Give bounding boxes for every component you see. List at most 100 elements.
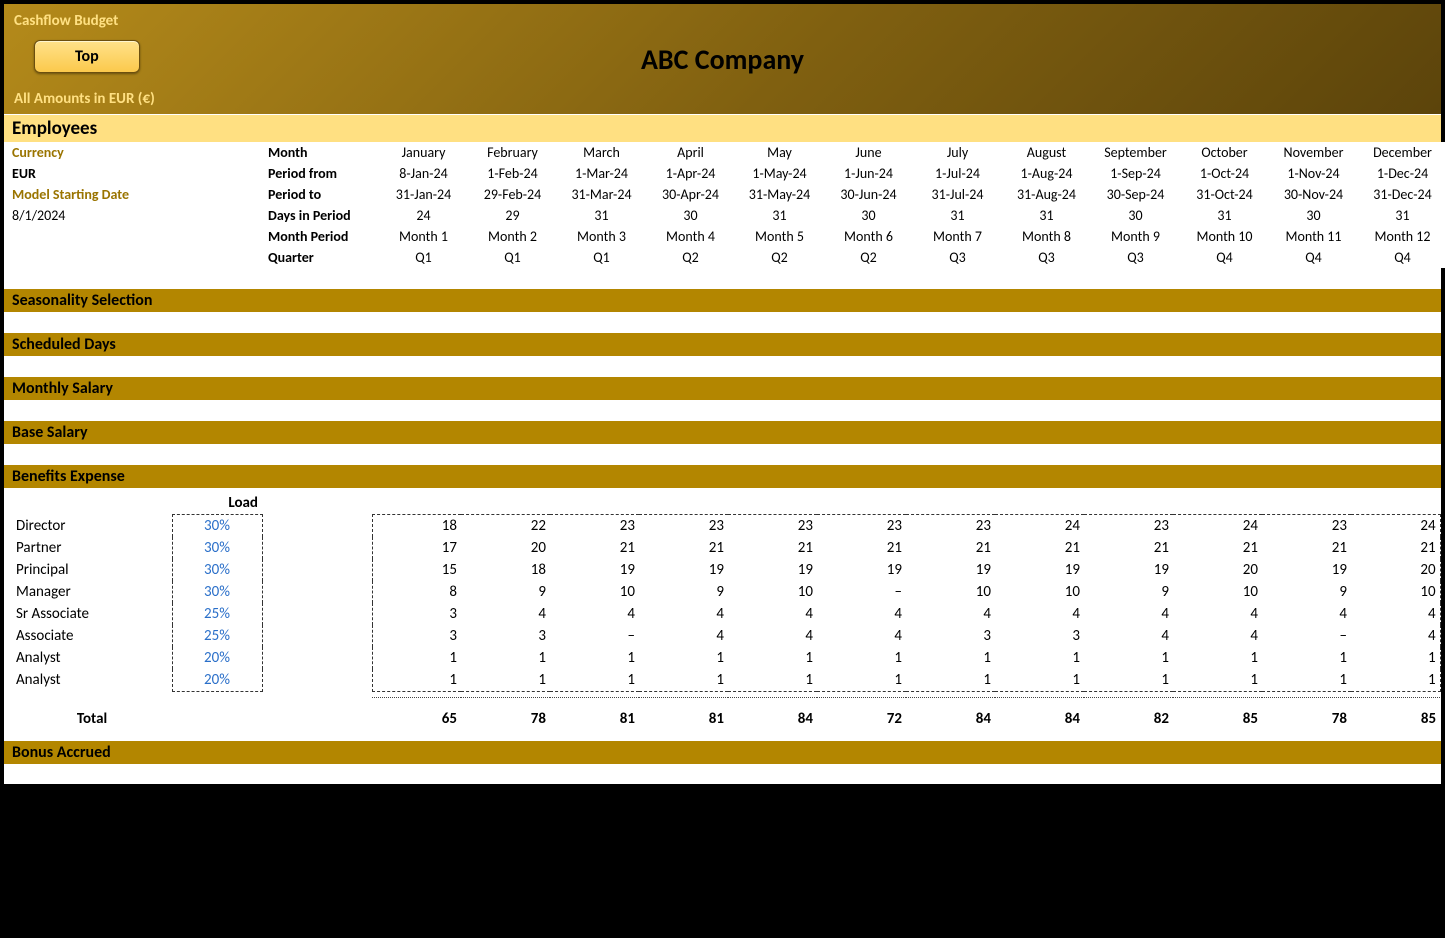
label-period-from: Period from [264,163,379,184]
benefit-value: 3 [372,603,461,625]
benefit-value: 21 [1262,537,1351,559]
quarter-val: Q2 [646,247,735,268]
benefit-value: 1 [461,647,550,669]
month-name: October [1180,142,1269,163]
load-value[interactable]: 20% [172,669,262,692]
benefit-value: 23 [906,515,995,538]
period-to: 29-Feb-24 [468,184,557,205]
benefit-value: 20 [1351,559,1440,581]
month-period: Month 10 [1180,226,1269,247]
section-bonus-accrued[interactable]: Bonus Accrued [4,740,1441,764]
load-value[interactable]: 25% [172,625,262,647]
benefit-value: 8 [372,581,461,603]
role-name: Analyst [12,669,172,692]
model-start-value: 8/1/2024 [4,205,164,226]
load-value[interactable]: 20% [172,647,262,669]
benefit-value: 1 [906,669,995,692]
month-period: Month 1 [379,226,468,247]
period-from: 1-Nov-24 [1269,163,1358,184]
benefit-value: 4 [1173,625,1262,647]
benefit-value: 1 [1084,647,1173,669]
quarter-val: Q2 [824,247,913,268]
month-name: June [824,142,913,163]
benefit-value: 4 [1084,603,1173,625]
days-val: 30 [824,205,913,226]
benefit-value: 20 [461,537,550,559]
benefit-value: 10 [550,581,639,603]
benefit-value: 10 [1173,581,1262,603]
benefit-value: 21 [1084,537,1173,559]
month-name: September [1091,142,1180,163]
month-name: January [379,142,468,163]
benefit-value: 1 [817,647,906,669]
benefit-value: 9 [1084,581,1173,603]
benefit-value: 1 [728,647,817,669]
days-val: 31 [1180,205,1269,226]
period-to: 31-Dec-24 [1358,184,1445,205]
load-value[interactable]: 30% [172,537,262,559]
period-to: 31-Jul-24 [913,184,1002,205]
benefit-value: 23 [1084,515,1173,538]
total-val: 81 [639,698,728,731]
benefit-value: 1 [1262,647,1351,669]
period-from: 8-Jan-24 [379,163,468,184]
days-val: 30 [1091,205,1180,226]
total-val: 84 [995,698,1084,731]
load-value[interactable]: 30% [172,559,262,581]
benefit-value: 1 [550,647,639,669]
benefit-value: 19 [550,559,639,581]
role-name: Analyst [12,647,172,669]
benefit-value: 1 [817,669,906,692]
benefit-value: 21 [1173,537,1262,559]
benefit-value: 19 [1262,559,1351,581]
benefit-value: 4 [728,603,817,625]
benefit-value: 21 [906,537,995,559]
benefit-value: 10 [906,581,995,603]
load-value[interactable]: 30% [172,515,262,538]
section-benefits-expense[interactable]: Benefits Expense [4,464,1441,488]
quarter-val: Q4 [1180,247,1269,268]
total-val: 82 [1084,698,1173,731]
benefit-value: 9 [639,581,728,603]
benefit-value: 4 [817,603,906,625]
benefit-value: 1 [906,647,995,669]
section-base-salary[interactable]: Base Salary [4,420,1441,444]
section-scheduled-days[interactable]: Scheduled Days [4,332,1441,356]
benefit-value: 1 [1173,647,1262,669]
period-to: 31-May-24 [735,184,824,205]
benefit-value: 19 [639,559,728,581]
quarter-val: Q4 [1358,247,1445,268]
period-to: 31-Oct-24 [1180,184,1269,205]
benefit-value: – [1262,625,1351,647]
benefit-value: 4 [1351,603,1440,625]
benefit-value: 4 [550,603,639,625]
breadcrumb: Cashflow Budget [14,12,1431,30]
quarter-val: Q3 [1091,247,1180,268]
load-value[interactable]: 25% [172,603,262,625]
benefit-value: 10 [1351,581,1440,603]
benefits-area: Load Director30%182223232323232423242324… [4,488,1441,740]
role-name: Principal [12,559,172,581]
month-name: November [1269,142,1358,163]
month-name: August [1002,142,1091,163]
period-from: 1-Jul-24 [913,163,1002,184]
month-period: Month 9 [1091,226,1180,247]
benefit-value: 19 [728,559,817,581]
benefit-value: 18 [372,515,461,538]
label-period-to: Period to [264,184,379,205]
section-monthly-salary[interactable]: Monthly Salary [4,376,1441,400]
section-seasonality[interactable]: Seasonality Selection [4,288,1441,312]
period-to: 30-Nov-24 [1269,184,1358,205]
total-val: 78 [461,698,550,731]
total-val: 65 [372,698,461,731]
benefit-value: 24 [1173,515,1262,538]
total-val: 78 [1262,698,1351,731]
days-val: 31 [1358,205,1445,226]
benefit-value: 4 [639,625,728,647]
benefit-value: 1 [1262,669,1351,692]
benefit-value: 4 [728,625,817,647]
benefit-value: 3 [906,625,995,647]
benefit-value: 1 [1351,669,1440,692]
app-frame: Cashflow Budget Top ABC Company All Amou… [0,0,1445,788]
load-value[interactable]: 30% [172,581,262,603]
